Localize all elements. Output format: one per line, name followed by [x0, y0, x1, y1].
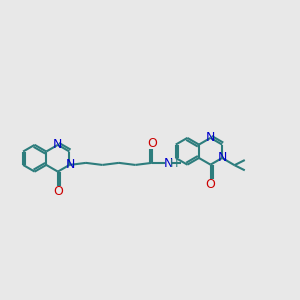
Text: N: N [218, 152, 227, 164]
Text: N: N [53, 138, 62, 151]
Text: N: N [65, 158, 75, 171]
Text: O: O [147, 137, 157, 150]
Text: N: N [206, 131, 215, 144]
Text: O: O [53, 185, 63, 198]
Text: H: H [170, 159, 178, 170]
Text: N: N [164, 157, 173, 170]
Text: O: O [206, 178, 215, 191]
